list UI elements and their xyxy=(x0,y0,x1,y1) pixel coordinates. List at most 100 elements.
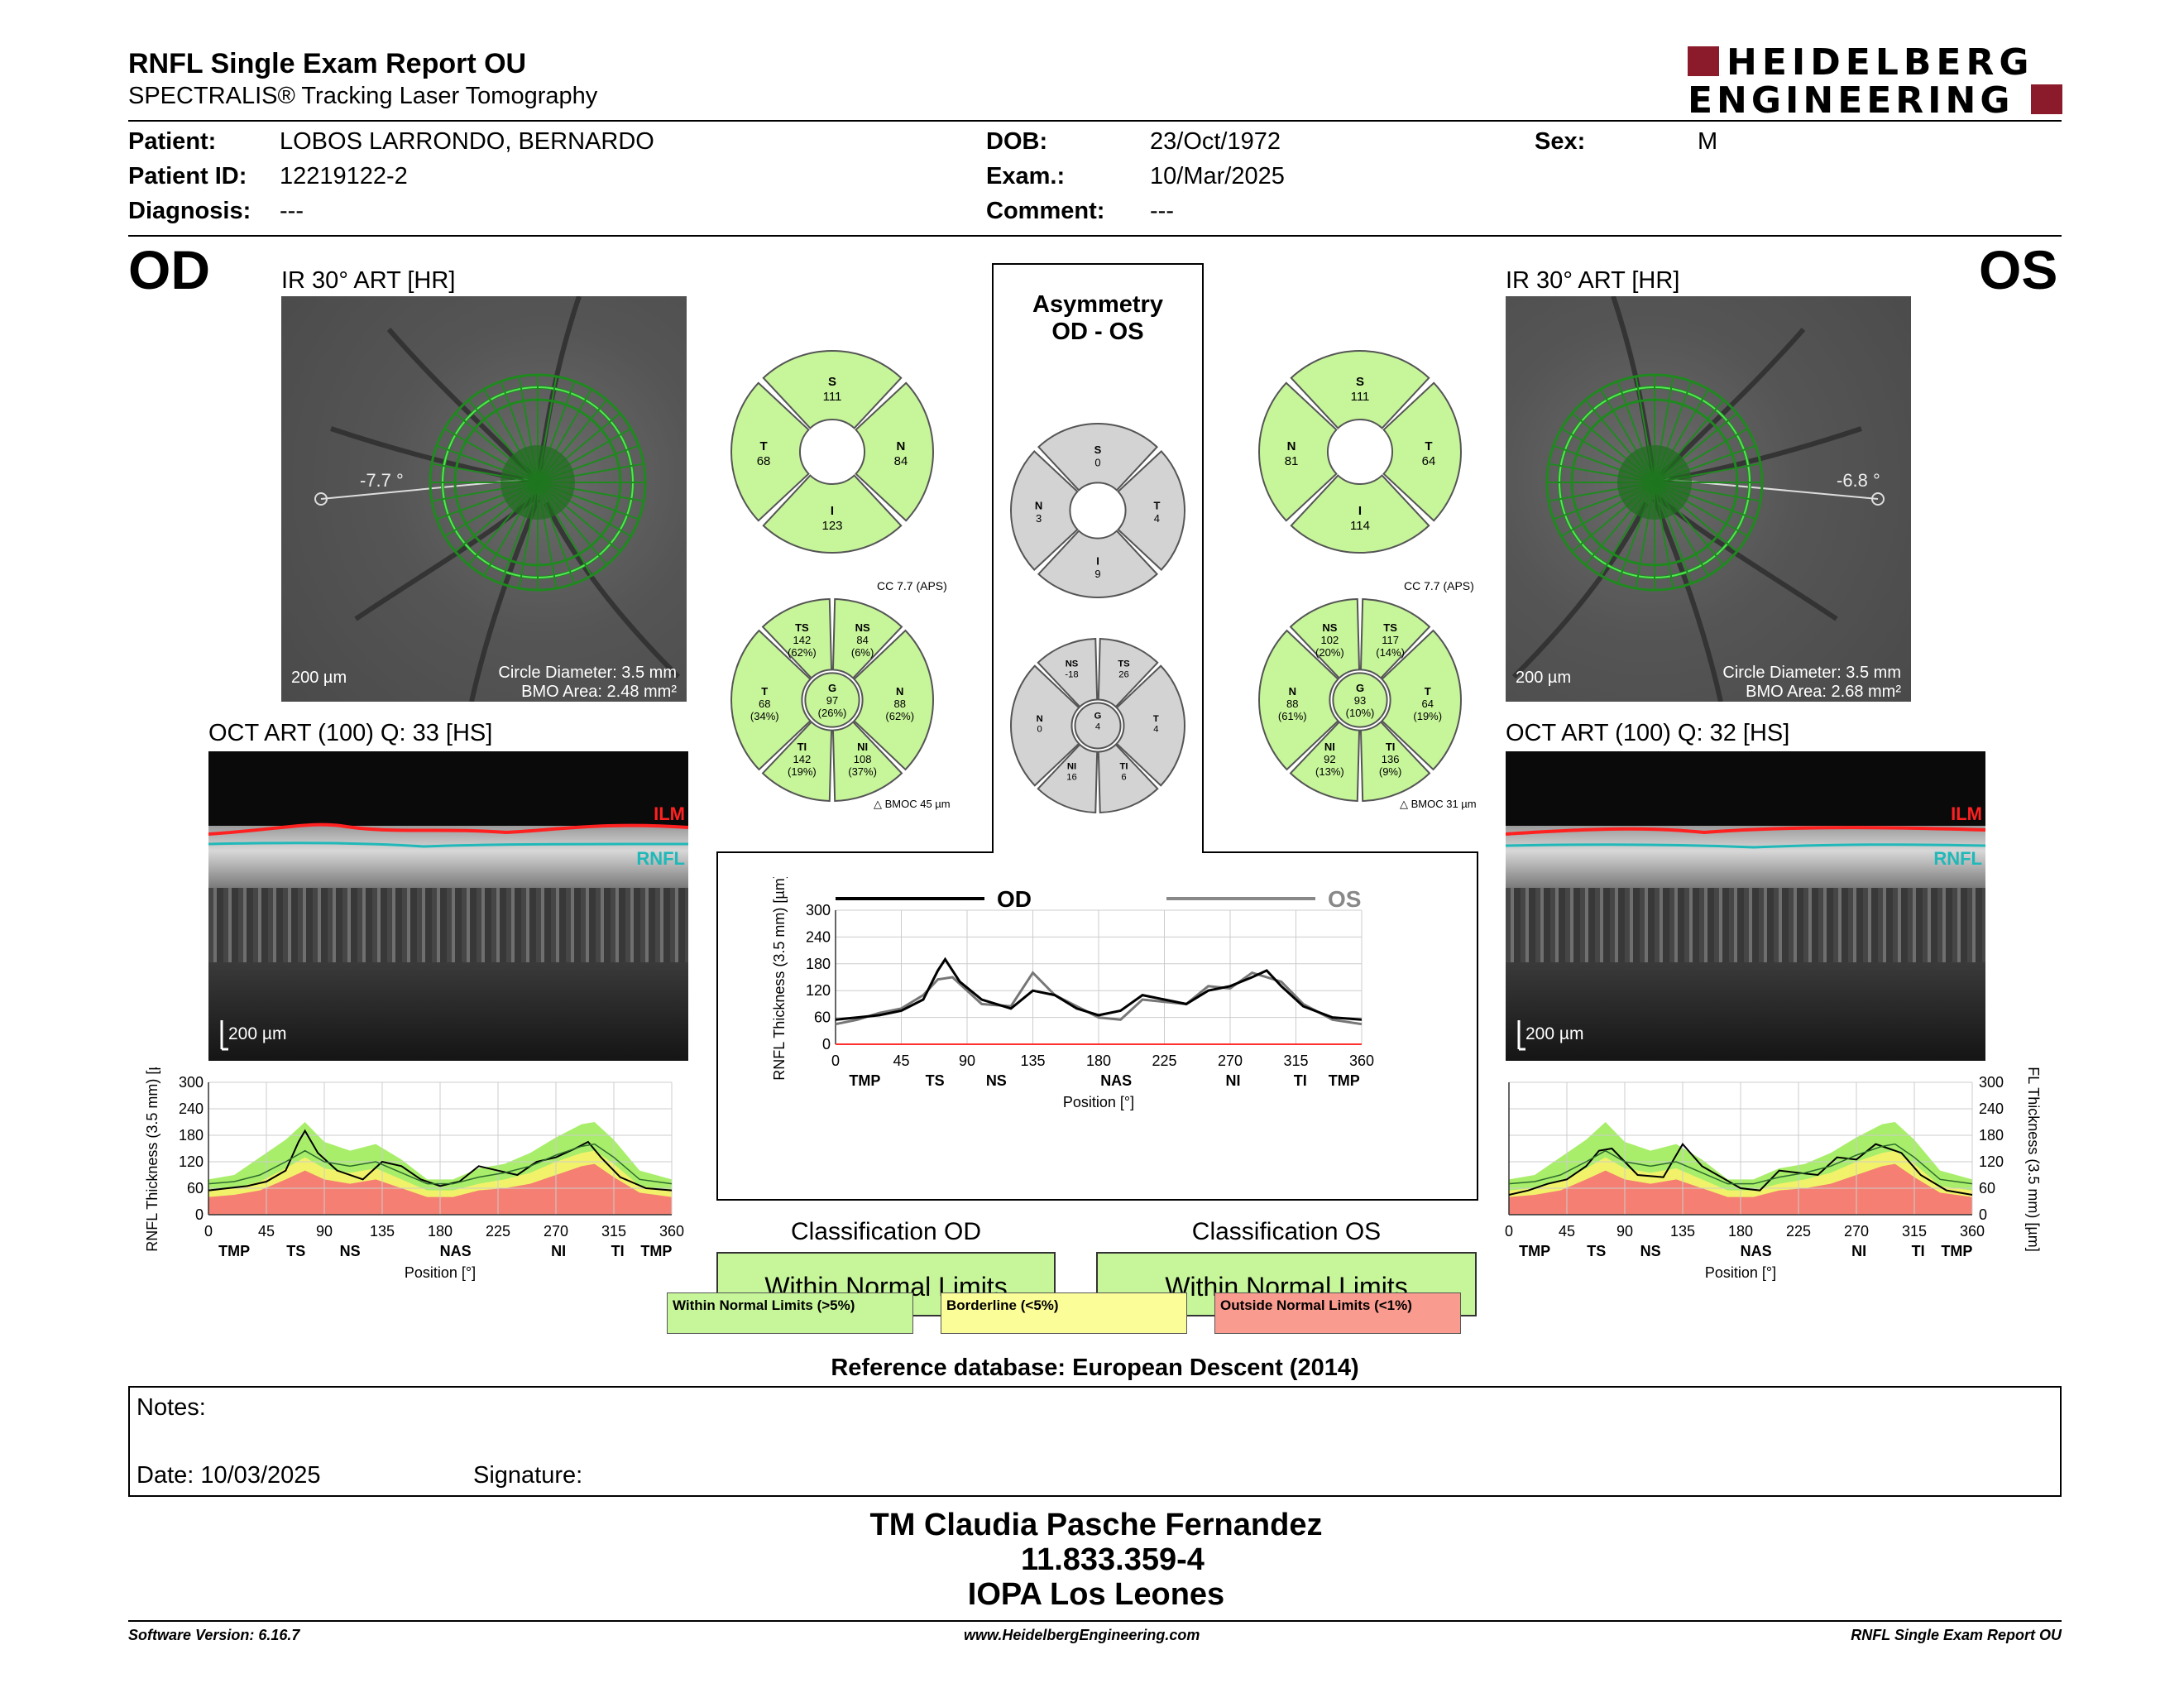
sector-label-TI: TI xyxy=(1386,741,1396,753)
sector-value-T: 4 xyxy=(1153,725,1158,735)
quadrant-label-S: S xyxy=(1094,444,1102,456)
x-tick-label: 225 xyxy=(1152,1053,1176,1069)
diagnosis-label: Diagnosis: xyxy=(128,198,251,224)
sector-axis-label: TMP xyxy=(1941,1243,1972,1259)
sector-segment xyxy=(1010,664,1080,787)
x-tick-label: 270 xyxy=(1844,1223,1869,1240)
normative-mean-line xyxy=(208,1143,673,1185)
od-os-comparison-plot: 300 240 180 120 60 00 45 90 135 180 225 270 315 360 TM… xyxy=(771,877,1374,1110)
series-line-od xyxy=(208,1129,673,1192)
sector-axis-label: NAS xyxy=(440,1243,472,1259)
notes-date: Date: 10/03/2025 xyxy=(136,1462,321,1489)
quadrant-segment xyxy=(1290,350,1430,429)
quadrant-label-N: N xyxy=(1287,439,1296,453)
x-axis-title: Position [°] xyxy=(1063,1094,1134,1110)
y-tick-label: 0 xyxy=(822,1036,831,1053)
od-bmoc: △ BMOC 45 µm xyxy=(874,798,951,810)
sector-segment xyxy=(1359,598,1431,679)
sector-pct-TI: (19%) xyxy=(788,765,817,778)
quadrant-label-I: I xyxy=(831,504,834,518)
quadrant-label-T: T xyxy=(759,439,767,453)
y-tick-label: 60 xyxy=(1979,1180,1995,1196)
quadrant-segment xyxy=(1117,449,1185,572)
y-axis-title: RNFL Thickness (3.5 mm) [µm] xyxy=(771,877,788,1081)
od-cc-label: CC 7.7 (APS) xyxy=(877,579,947,592)
sector-pct-TS: (14%) xyxy=(1376,646,1405,659)
x-tick-label: 0 xyxy=(1505,1223,1513,1240)
sector-segment xyxy=(1037,638,1099,708)
sector-value-NS: 102 xyxy=(1321,634,1339,646)
y-tick-label: 60 xyxy=(814,1009,831,1026)
sector-label-G: G xyxy=(1356,682,1364,694)
x-tick-label: 270 xyxy=(544,1223,568,1240)
sector-value-TI: 142 xyxy=(793,753,812,765)
sector-global xyxy=(1332,672,1388,728)
stamp-line-1: TM Claudia Pasche Fernandez xyxy=(869,1508,1323,1542)
od-rnfl-profile-plot: 300 240 180 120 60 00 45 90 135 180 225 270 315 360 TM… xyxy=(144,1067,684,1281)
quadrant-segment xyxy=(1037,530,1159,598)
quadrant-label-N: N xyxy=(897,439,906,453)
quadrant-value-N: 81 xyxy=(1285,454,1299,468)
sector-value-TS: 142 xyxy=(793,634,812,646)
sector-pct-NS: (20%) xyxy=(1315,646,1344,659)
sector-segment xyxy=(1289,721,1361,802)
sector-axis-label: NI xyxy=(1851,1243,1866,1259)
sector-label-NI: NI xyxy=(857,741,868,753)
sector-pct-N: (62%) xyxy=(885,710,914,722)
sector-value-G: 97 xyxy=(826,694,838,707)
comment-value: --- xyxy=(1150,198,1174,224)
sector-value-NI: 16 xyxy=(1066,772,1077,782)
sector-value-N: 0 xyxy=(1037,725,1042,735)
sector-segment xyxy=(1258,629,1339,771)
y-tick-label: 0 xyxy=(195,1206,204,1223)
y-tick-label: 180 xyxy=(1979,1127,2004,1144)
os-oct-label: OCT ART (100) Q: 32 [HS] xyxy=(1506,720,1790,746)
sector-label-G: G xyxy=(828,682,836,694)
normative-mean-line xyxy=(1508,1143,1973,1185)
x-tick-label: 0 xyxy=(204,1223,213,1240)
sector-label-N: N xyxy=(1037,714,1043,724)
x-tick-label: 315 xyxy=(601,1223,626,1240)
heidelberg-logo: HEIDELBERG ENGINEERING xyxy=(1688,41,2064,122)
footer-website[interactable]: www.HeidelbergEngineering.com xyxy=(964,1627,1200,1643)
sector-segment xyxy=(1037,743,1099,813)
sector-axis-label: TMP xyxy=(640,1243,672,1259)
footer-software-version: Software Version: 6.16.7 xyxy=(128,1627,300,1643)
sector-label-NS: NS xyxy=(1322,621,1337,634)
quadrant-segment xyxy=(1037,423,1159,492)
quadrant-segment xyxy=(1258,381,1338,522)
y-tick-label: 300 xyxy=(1979,1074,2004,1091)
sex-value: M xyxy=(1698,128,1718,155)
sector-axis-label: TMP xyxy=(218,1243,250,1259)
y-tick-label: 180 xyxy=(806,956,831,972)
quadrant-value-S: 111 xyxy=(823,390,842,404)
sector-pct-N: (61%) xyxy=(1278,710,1307,722)
sector-pct-NS: (6%) xyxy=(851,646,874,659)
x-tick-label: 90 xyxy=(959,1053,975,1069)
x-axis-title: Position [°] xyxy=(1705,1264,1776,1281)
y-tick-label: 240 xyxy=(1979,1101,2004,1117)
sector-axis-label: TI xyxy=(1294,1072,1307,1089)
sector-pct-G: (26%) xyxy=(818,707,847,719)
asymmetry-title: Asymmetry OD - OS xyxy=(1032,291,1163,345)
quadrant-segment xyxy=(1010,449,1079,572)
x-tick-label: 0 xyxy=(831,1053,840,1069)
sector-value-G: 4 xyxy=(1095,722,1100,732)
sector-label-T: T xyxy=(1425,685,1431,698)
sector-segment xyxy=(831,598,903,679)
sector-axis-label: NAS xyxy=(1100,1072,1132,1089)
od-eye-label: OD xyxy=(128,239,210,300)
sector-value-T: 68 xyxy=(759,698,770,710)
os-oct-scale: 200 µm xyxy=(1525,1024,1584,1043)
notes-box[interactable]: Notes: Date: 10/03/2025 Signature: xyxy=(128,1386,2062,1497)
x-tick-label: 360 xyxy=(659,1223,684,1240)
sex-label: Sex: xyxy=(1535,128,1586,155)
y-tick-label: 120 xyxy=(179,1153,204,1170)
x-tick-label: 45 xyxy=(258,1223,275,1240)
x-tick-label: 90 xyxy=(316,1223,333,1240)
asym-quadrant-chart: S0 T4 I9 N3 xyxy=(1010,423,1185,598)
quadrant-value-S: 111 xyxy=(1351,390,1370,404)
od-classification-title: Classification OD xyxy=(790,1218,982,1245)
